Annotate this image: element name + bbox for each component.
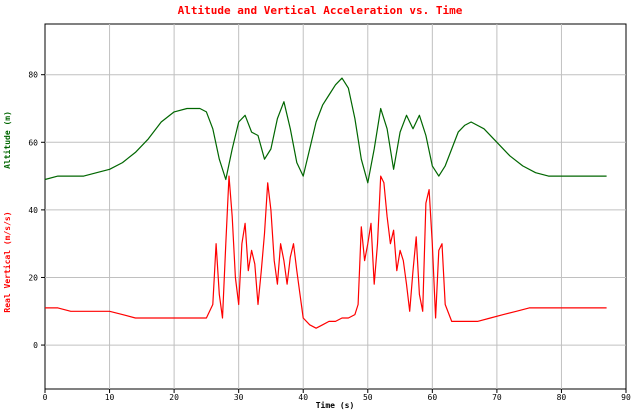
x-tick-label: 60 (428, 393, 438, 402)
x-tick-label: 40 (298, 393, 308, 402)
x-tick-label: 20 (169, 393, 179, 402)
y-axis-label-acceleration: Real Vertical (m/s/s) (2, 211, 12, 312)
x-tick-label: 50 (363, 393, 373, 402)
chart-title: Altitude and Vertical Acceleration vs. T… (178, 4, 463, 17)
y-axis-label-altitude: Altitude (m) (2, 111, 12, 169)
altitude-series-line (44, 77, 607, 184)
y-tick-label: 80 (28, 71, 38, 80)
acceleration-series-line (45, 175, 607, 329)
y-tick-label: 60 (28, 138, 38, 147)
x-tick-label: 70 (492, 393, 502, 402)
y-tick-label: 20 (28, 273, 38, 282)
x-tick-label: 90 (621, 393, 631, 402)
axis-ticks: 0 10 20 30 40 50 60 70 80 90 0 20 40 60 80 (28, 71, 631, 402)
x-axis-label: Time (s) (316, 400, 355, 410)
plot-frame (44, 23, 627, 390)
y-tick-label: 0 (33, 341, 38, 350)
x-tick-label: 80 (557, 393, 567, 402)
x-tick-label: 10 (105, 393, 115, 402)
grid-lines (45, 24, 626, 389)
x-tick-label: 0 (43, 393, 48, 402)
x-tick-label: 30 (234, 393, 244, 402)
y-tick-label: 40 (28, 206, 38, 215)
series-lines (44, 77, 607, 329)
